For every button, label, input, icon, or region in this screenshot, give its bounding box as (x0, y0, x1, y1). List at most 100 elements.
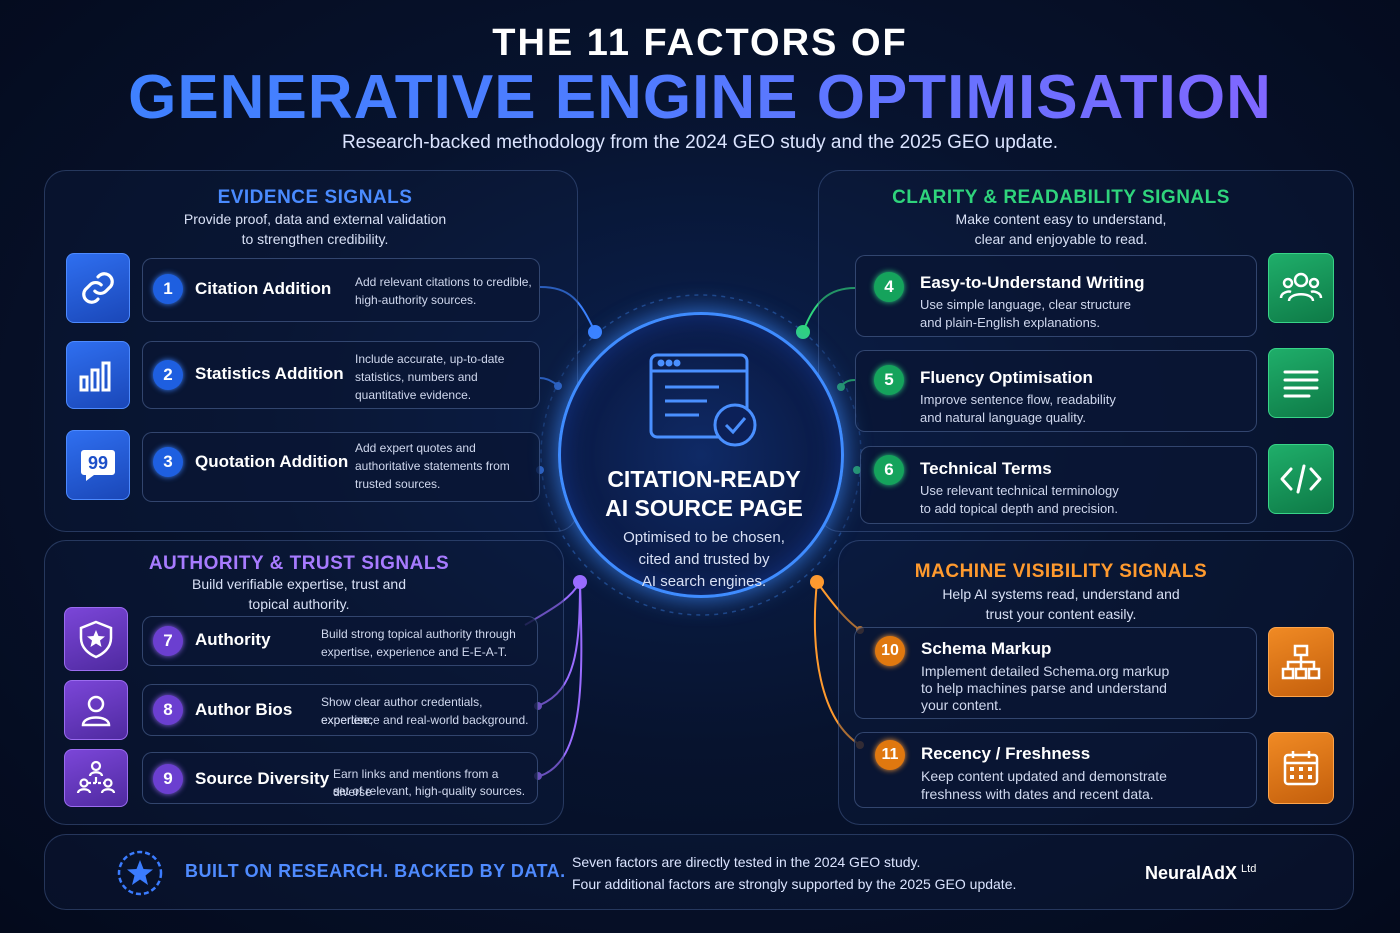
factor-desc-10b: to help machines parse and understand (921, 680, 1167, 696)
factor-name-8: Author Bios (195, 700, 293, 719)
center-desc-line2: cited and trusted by (638, 551, 770, 568)
evidence-title: EVIDENCE SIGNALS (217, 187, 413, 208)
factor-desc-10a: Implement detailed Schema.org markup (921, 663, 1170, 679)
authority-desc-1: Build verifiable expertise, trust and (192, 576, 406, 592)
factor-card-7: 7 Authority Build strong topical authori… (142, 616, 538, 666)
factor-number-11: 11 (875, 740, 905, 770)
subtitle: Research-backed methodology from the 202… (341, 132, 1059, 153)
factor-desc-11b: freshness with dates and recent data. (921, 786, 1154, 802)
machine-desc-1: Help AI systems read, understand and (942, 586, 1180, 602)
factor-card-2: 2 Statistics Addition Include accurate, … (142, 341, 540, 409)
factor-desc-6b: to add topical depth and precision. (920, 501, 1119, 516)
authority-desc-2: topical authority. (248, 596, 350, 612)
link-icon (66, 253, 130, 323)
factor-card-1: 1 Citation Addition Add relevant citatio… (142, 258, 540, 322)
factor-name-6: Technical Terms (920, 459, 1052, 478)
factor-number-6: 6 (874, 455, 904, 485)
center-desc-line3: AI search engines. (641, 573, 767, 590)
factor-card-10: 10 Schema Markup Implement detailed Sche… (854, 627, 1257, 719)
factor-name-10: Schema Markup (921, 639, 1052, 658)
factor-desc-7a: Build strong topical authority through (321, 627, 516, 641)
factor-number-3: 3 (153, 447, 183, 477)
factor-desc-1a: Add relevant citations to credible, (355, 275, 532, 289)
center-title-line2: AI SOURCE PAGE (605, 495, 803, 521)
code-icon (1268, 444, 1334, 514)
factor-desc-7b: expertise, experience and E-E-A-T. (321, 645, 508, 659)
factor-card-5: 5 Fluency Optimisation Improve sentence … (855, 350, 1257, 432)
clarity-desc-1: Make content easy to understand, (955, 211, 1167, 227)
factor-number-4: 4 (874, 272, 904, 302)
title-main: GENERATIVE ENGINE OPTIMISATION (0, 62, 1400, 133)
factor-name-11: Recency / Freshness (921, 744, 1091, 763)
factor-name-9: Source Diversity (195, 769, 330, 788)
network-people-icon (64, 749, 128, 807)
factor-name-5: Fluency Optimisation (920, 368, 1093, 387)
factor-desc-9b: set of relevant, high-quality sources. (333, 784, 526, 798)
factor-desc-6a: Use relevant technical terminology (920, 483, 1119, 498)
calendar-icon (1268, 732, 1334, 804)
factor-card-9: 9 Source Diversity Earn links and mentio… (142, 752, 538, 804)
factor-desc-8a: Show clear author credentials, expertise… (321, 695, 483, 727)
factor-number-1: 1 (153, 274, 183, 304)
machine-title: MACHINE VISIBILITY SIGNALS (914, 561, 1208, 582)
brand-name: NeuralAdX Ltd (1145, 863, 1256, 884)
factor-desc-3a: Add expert quotes and (355, 441, 476, 455)
sitemap-icon (1268, 627, 1334, 697)
star-badge-icon (117, 850, 163, 896)
factor-number-9: 9 (153, 764, 183, 794)
brand-suffix: Ltd (1241, 863, 1257, 875)
footer-tagline: BUILT ON RESEARCH. BACKED BY DATA. (185, 861, 566, 881)
evidence-desc-2: to strengthen credibility. (241, 231, 389, 247)
center-title-line1: CITATION-READY (607, 466, 801, 492)
factor-desc-3c: trusted sources. (355, 477, 441, 491)
factor-desc-8b: experience and real-world background. (321, 713, 529, 727)
factor-desc-2a: Include accurate, up-to-date (355, 352, 505, 366)
center-hub: CITATION-READY AI SOURCE PAGE Optimised … (558, 312, 844, 598)
shield-star-icon (64, 607, 128, 671)
factor-desc-1b: high-authority sources. (355, 293, 477, 307)
center-desc: Optimised to be chosen, cited and truste… (561, 527, 847, 593)
factor-name-7: Authority (195, 630, 271, 649)
factor-number-5: 5 (874, 365, 904, 395)
factor-desc-2c: quantitative evidence. (355, 388, 472, 402)
center-title: CITATION-READY AI SOURCE PAGE (561, 465, 847, 523)
authority-title: AUTHORITY & TRUST SIGNALS (148, 553, 450, 574)
factor-name-1: Citation Addition (195, 279, 332, 298)
factor-name-2: Statistics Addition (195, 364, 344, 383)
quote-bubble-icon: 99 (66, 430, 130, 500)
brand-text: NeuralAdX (1145, 863, 1238, 883)
factor-desc-3b: authoritative statements from (355, 459, 510, 473)
factor-name-4: Easy-to-Understand Writing (920, 273, 1145, 292)
web-page-check-icon (649, 353, 757, 447)
bar-chart-icon (66, 341, 130, 409)
text-lines-icon (1268, 348, 1334, 418)
footer-line-1: Seven factors are directly tested in the… (572, 854, 921, 870)
factor-desc-5a: Improve sentence flow, readability (920, 392, 1116, 407)
factor-desc-9a: Earn links and mentions from a diverse (333, 767, 499, 799)
footer-line-2: Four additional factors are strongly sup… (572, 876, 1017, 892)
center-desc-line1: Optimised to be chosen, (623, 529, 785, 546)
factor-number-2: 2 (153, 360, 183, 390)
person-icon (64, 680, 128, 740)
machine-desc-2: trust your content easily. (985, 606, 1137, 622)
title-top: THE 11 FACTORS OF (492, 22, 908, 64)
users-group-icon (1268, 253, 1334, 323)
factor-desc-4a: Use simple language, clear structure (920, 297, 1131, 312)
clarity-title: CLARITY & READABILITY SIGNALS (892, 187, 1230, 208)
factor-number-8: 8 (153, 695, 183, 725)
factor-desc-5b: and natural language quality. (920, 410, 1086, 425)
factor-card-3: 3 Quotation Addition Add expert quotes a… (142, 432, 540, 502)
clarity-desc-2: clear and enjoyable to read. (974, 231, 1148, 247)
factor-card-11: 11 Recency / Freshness Keep content upda… (854, 732, 1257, 808)
factor-desc-2b: statistics, numbers and (355, 370, 478, 384)
factor-desc-11a: Keep content updated and demonstrate (921, 768, 1167, 784)
factor-desc-4b: and plain-English explanations. (920, 315, 1100, 330)
factor-desc-10c: your content. (921, 697, 1002, 713)
factor-card-8: 8 Author Bios Show clear author credenti… (142, 684, 538, 736)
factor-number-10: 10 (875, 636, 905, 666)
factor-card-6: 6 Technical Terms Use relevant technical… (860, 446, 1257, 524)
evidence-desc-1: Provide proof, data and external validat… (183, 211, 447, 227)
svg-text:99: 99 (88, 453, 108, 473)
factor-name-3: Quotation Addition (195, 452, 349, 471)
factor-number-7: 7 (153, 626, 183, 656)
